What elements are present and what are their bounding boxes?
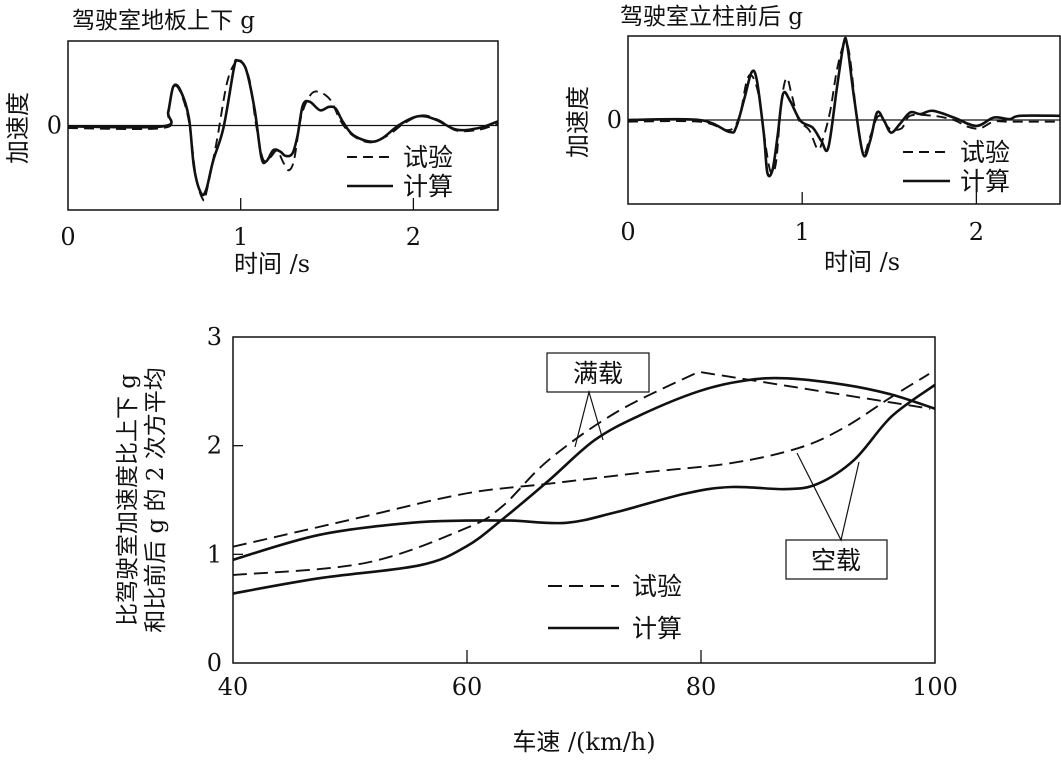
chart-rms-vs-speed: 比驾驶室加速度比上下 g 和比前后 g 的 2 次方平均 车速 /(km/h) … [115, 323, 958, 756]
x-axis-label: 时间 /s [234, 250, 310, 278]
series-line-calc [627, 36, 1061, 178]
annotation-box-full-load [546, 352, 650, 393]
x-tick-label: 60 [452, 673, 483, 701]
y-tick-label: 3 [207, 323, 222, 351]
legend-label: 试验 [403, 143, 453, 172]
y-tick-label: 0 [47, 112, 62, 140]
legend-label: 试验 [632, 572, 682, 601]
annotation-leader-full-load [574, 389, 604, 448]
series-line-test [232, 370, 931, 576]
x-tick-label: 1 [233, 223, 248, 251]
legend-label: 计算 [632, 614, 682, 643]
x-tick-label: 2 [969, 218, 984, 246]
y-tick-label: 0 [607, 106, 622, 134]
x-tick-label: 0 [620, 218, 635, 246]
x-tick-label: 2 [406, 223, 421, 251]
series-line-calc [232, 383, 936, 562]
chart-title: 驾驶室地板上下 g [72, 8, 255, 34]
y-tick-label: 1 [207, 540, 222, 568]
x-tick-label: 100 [912, 673, 958, 701]
series-line-calc [67, 58, 499, 197]
series-line-test [232, 373, 930, 548]
x-tick-label: 0 [60, 223, 75, 251]
annotation-empty-load: 空载 [811, 546, 861, 575]
series-line-test [627, 41, 1060, 175]
annotation-box-empty-load [785, 539, 888, 580]
annotation-full-load: 满载 [573, 359, 623, 388]
legend-label: 计算 [960, 167, 1010, 196]
x-tick-label: 40 [218, 673, 249, 701]
y-tick-label: 2 [207, 432, 222, 460]
y-axis-label-line-2: 和比前后 g 的 2 次方平均 [143, 367, 169, 633]
legend-label: 计算 [403, 172, 453, 201]
y-axis-label-line-1: 比驾驶室加速度比上下 g [115, 374, 141, 626]
plot-frame [232, 336, 936, 664]
annotation-leader-empty-load [796, 452, 860, 542]
x-axis-label: 时间 /s [824, 248, 900, 276]
y-tick-label: 0 [207, 649, 222, 677]
x-tick-label: 1 [795, 218, 810, 246]
legend-label: 试验 [960, 138, 1010, 167]
x-tick-label: 80 [686, 673, 717, 701]
chart-title: 驾驶室立柱前后 g [620, 4, 803, 30]
x-axis-label: 车速 /(km/h) [512, 728, 655, 756]
y-axis-label: 加速度 [564, 86, 592, 158]
series-line-calc [232, 376, 936, 595]
y-axis-label: 加速度 [4, 92, 32, 164]
